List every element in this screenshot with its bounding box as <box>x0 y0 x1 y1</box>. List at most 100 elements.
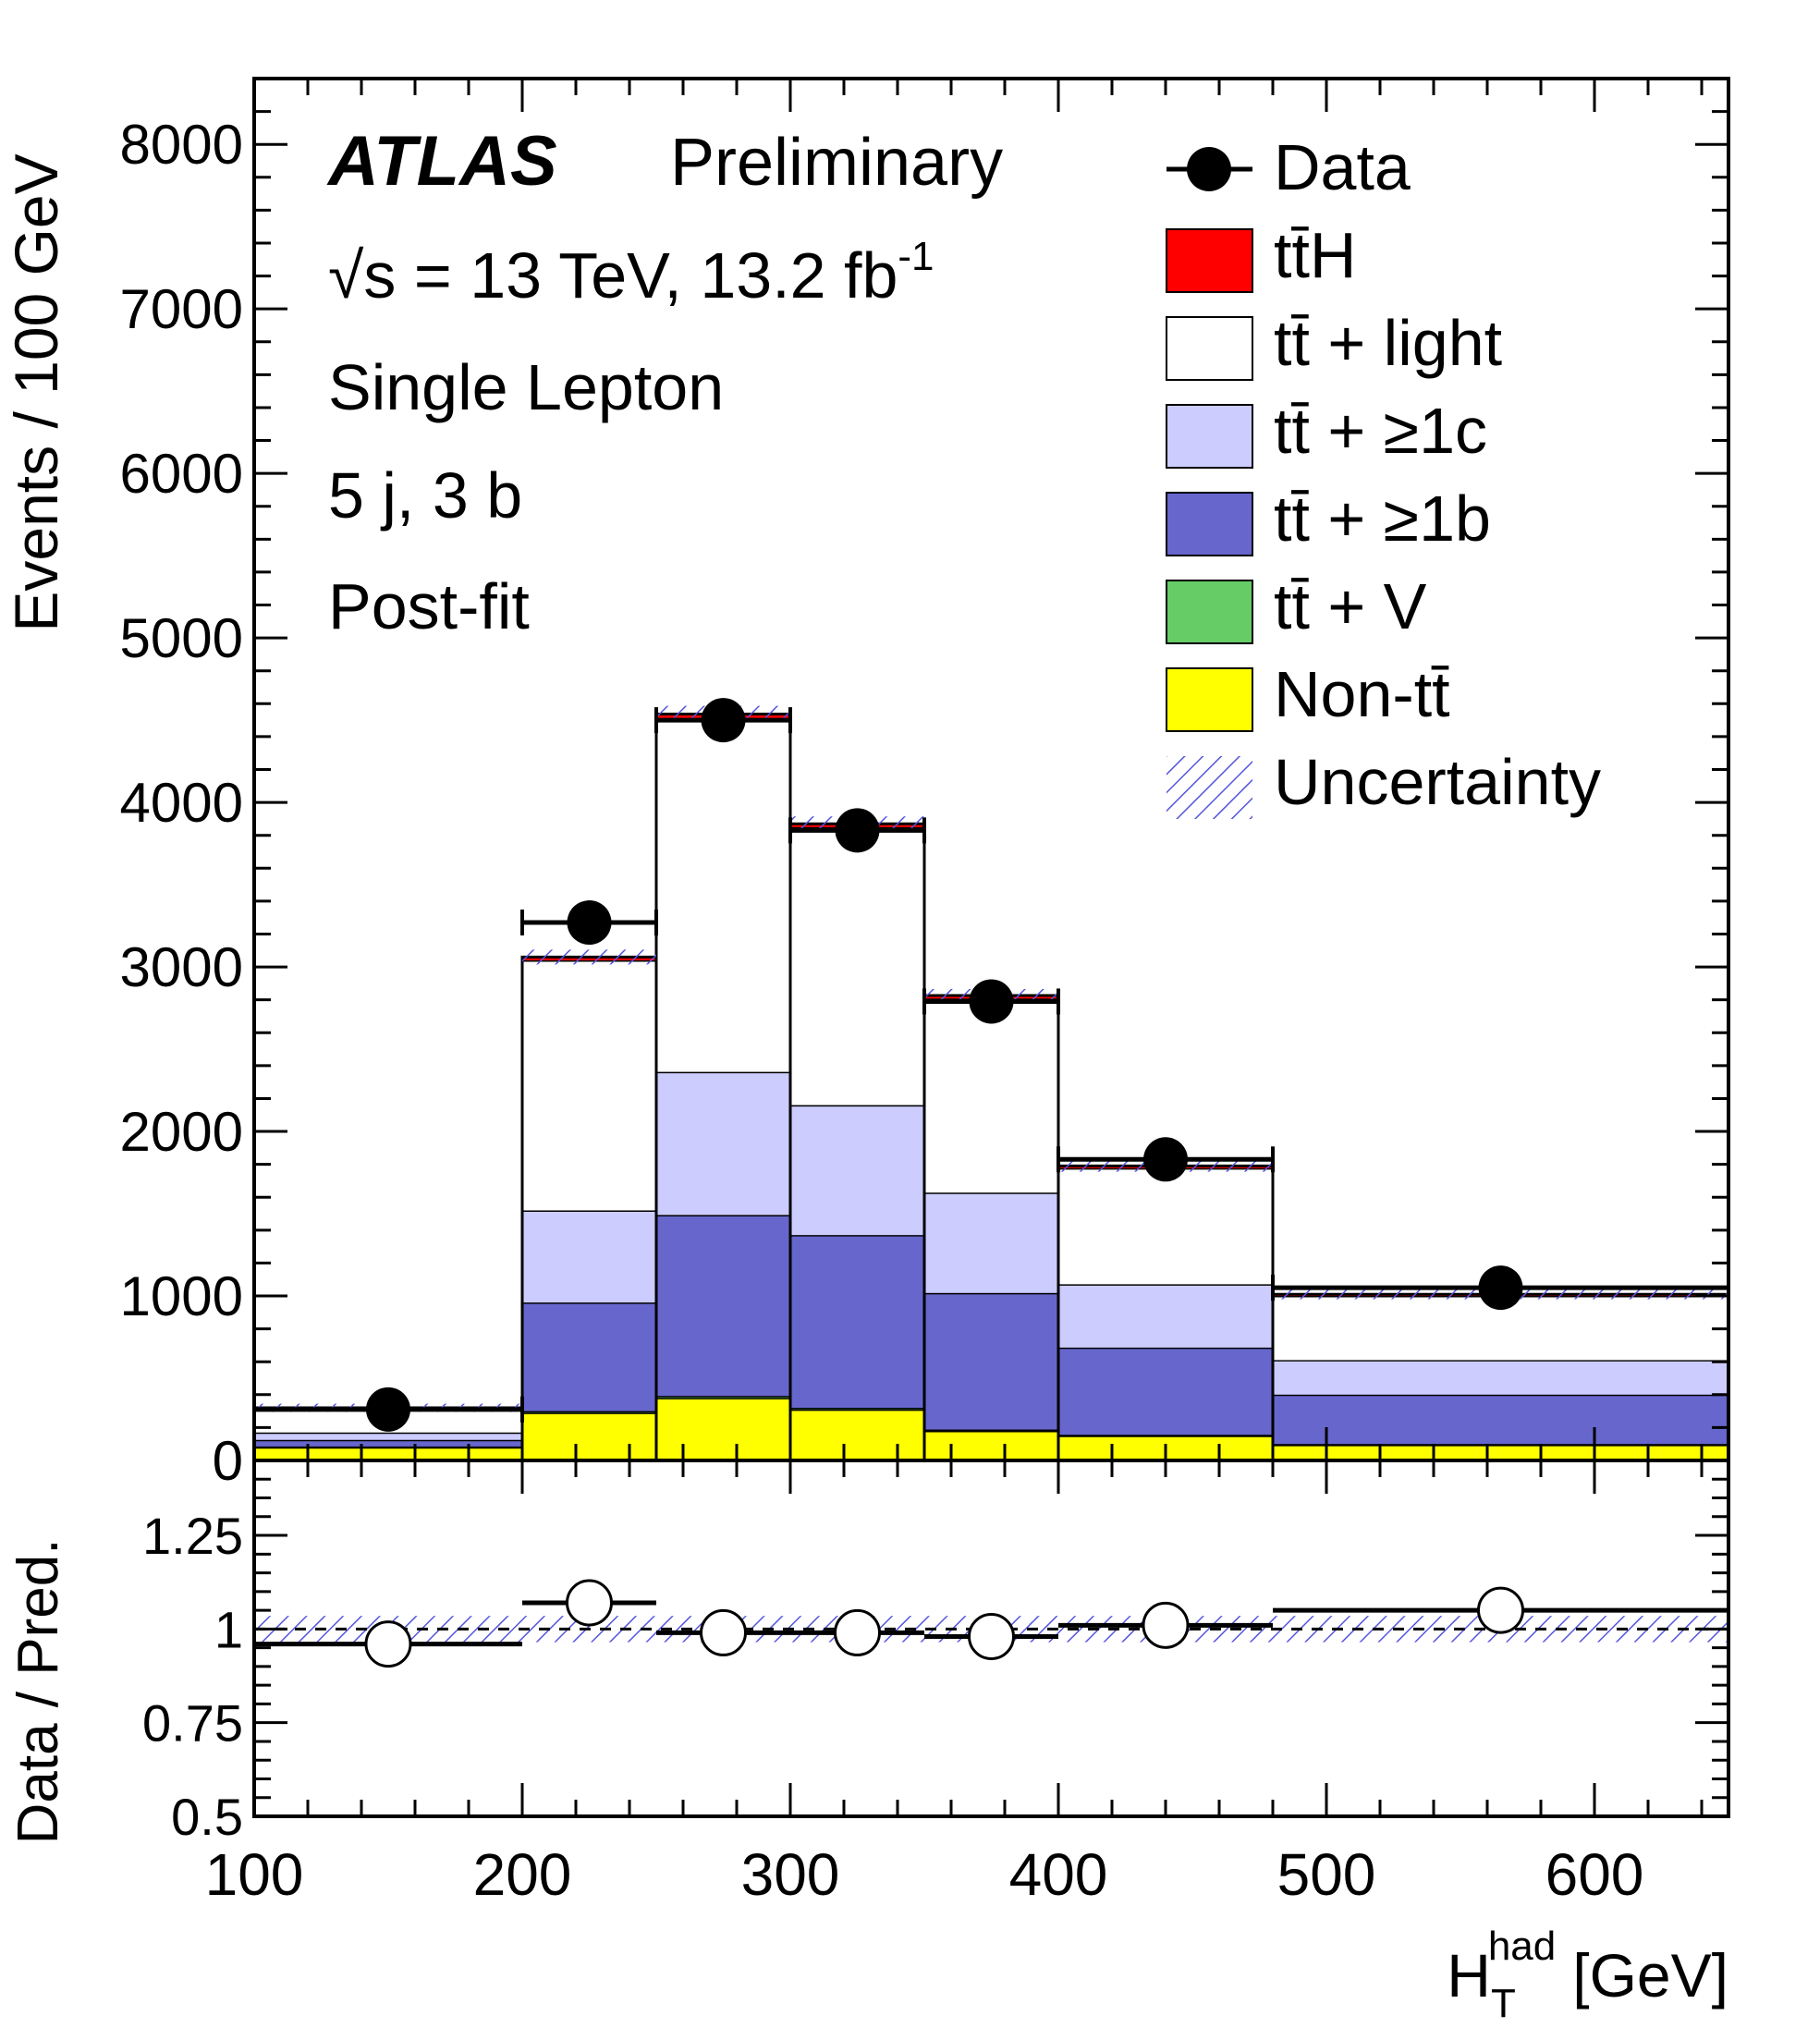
data-layer <box>252 698 1730 1432</box>
stack-bar-4-3 <box>790 826 924 1106</box>
ratio-y-axis-title: Data / Pred. <box>6 1539 70 1845</box>
xtick-label-200: 200 <box>473 1841 572 1908</box>
stack-bar-2-2 <box>656 1215 790 1397</box>
data-point-3 <box>835 808 880 853</box>
xtick-label-100: 100 <box>205 1841 304 1908</box>
atlas-logo: ATLAS <box>326 122 557 201</box>
ytick-label-6000: 6000 <box>120 443 243 505</box>
legend-nontt-swatch <box>1166 667 1253 732</box>
ratio-ytick-label-3: 1.25 <box>142 1507 243 1565</box>
ytick-label-2000: 2000 <box>120 1101 243 1163</box>
xtick-label-300: 300 <box>741 1841 840 1908</box>
stack-bar-4-1 <box>522 959 656 1211</box>
stack-bar-2-1 <box>522 1302 656 1411</box>
fit-label: Post-fit <box>328 570 530 642</box>
ytick-label-5000: 5000 <box>120 607 243 669</box>
ytick-label-1000: 1000 <box>120 1265 243 1327</box>
stack-bar-4-4 <box>924 998 1058 1193</box>
legend-uncertainty-label: Uncertainty <box>1274 746 1601 818</box>
ratio-point-2 <box>700 1608 747 1656</box>
x-axis-title: HThad [GeV] <box>1447 1924 1728 2026</box>
ratio-ytick-label-2: 1 <box>214 1600 243 1658</box>
data-point-6 <box>1478 1265 1523 1311</box>
ratio-point-5 <box>1142 1601 1190 1649</box>
legend-ttlight-label: tt̄ + light <box>1274 307 1502 379</box>
stack-bar-0-3 <box>790 1409 924 1460</box>
stack-bar-0-1 <box>522 1412 656 1460</box>
data-point-1 <box>567 900 612 946</box>
stack-bar-2-0 <box>254 1439 522 1447</box>
xtick-label-600: 600 <box>1545 1841 1644 1908</box>
stack-bar-2-4 <box>924 1292 1058 1430</box>
stack-bar-3-2 <box>656 1071 790 1216</box>
data-point-0 <box>366 1387 410 1432</box>
ratio-ytick-label-0: 0.5 <box>171 1788 243 1846</box>
channel-label: Single Lepton <box>328 351 724 423</box>
uncertainty-band-1 <box>522 949 656 965</box>
main-panel: 0 1000 2000 3000 4000 5000 6000 7000 8000 <box>120 77 1730 1492</box>
ytick-label-3000: 3000 <box>120 936 243 998</box>
ratio-point-0 <box>364 1620 412 1668</box>
stack-bar-3-5 <box>1058 1284 1273 1348</box>
xtick-label-400: 400 <box>1009 1841 1108 1908</box>
stack-bar-0-2 <box>656 1398 790 1460</box>
data-point-4 <box>969 979 1014 1024</box>
stack-bar-4-2 <box>656 717 790 1072</box>
legend-ttc-label: tt̄ + ≥1c <box>1274 395 1487 467</box>
stack-bar-3-6 <box>1273 1360 1728 1395</box>
annotations: ATLAS Preliminary √s = 13 TeV, 13.2 fb-1… <box>326 122 1003 642</box>
stack-bar-3-1 <box>522 1210 656 1303</box>
x-axis-title-unit: [GeV] <box>1572 1941 1728 2010</box>
ratio-points <box>254 1579 1728 1668</box>
ratio-panel: 0.5 0.75 1 1.25 <box>142 1459 1730 1846</box>
legend-ttv-label: tt̄ + V <box>1274 570 1427 642</box>
ytick-label-0: 0 <box>213 1430 243 1492</box>
stack-bar-2-5 <box>1058 1347 1273 1435</box>
stack-bar-0-6 <box>1273 1445 1728 1460</box>
legend-tth-swatch <box>1166 228 1253 293</box>
legend-uncertainty-swatch <box>1167 756 1252 819</box>
legend-ttlight-swatch <box>1166 316 1253 381</box>
data-point-2 <box>701 698 746 743</box>
ratio-point-1 <box>566 1579 613 1627</box>
stack-bar-3-4 <box>924 1192 1058 1293</box>
xtick-label-500: 500 <box>1277 1841 1376 1908</box>
legend-data-marker <box>1187 147 1231 191</box>
status-label: Preliminary <box>670 126 1003 200</box>
legend-data-label: Data <box>1274 131 1411 203</box>
legend: Data tt̄H tt̄ + light tt̄ + ≥1c tt̄ + ≥1… <box>1166 131 1601 819</box>
stack-bar-0-4 <box>924 1430 1058 1460</box>
ratio-axis-ticks <box>252 1460 1728 1818</box>
main-axis-ticks <box>252 77 1728 1462</box>
y-tick-labels: 0 1000 2000 3000 4000 5000 6000 7000 8000 <box>120 114 243 1492</box>
ratio-point-3 <box>834 1608 881 1656</box>
energy-sup: -1 <box>898 234 934 279</box>
legend-nontt-label: Non-tt̄ <box>1274 658 1450 730</box>
stack-bar-0-0 <box>254 1447 522 1460</box>
legend-ttv-swatch <box>1166 580 1253 644</box>
stack-outline-1 <box>254 1394 1728 1448</box>
stack-bar-4-5 <box>1058 1167 1273 1285</box>
legend-ttc-swatch <box>1166 404 1253 469</box>
ratio-ytick-label-1: 0.75 <box>142 1694 243 1753</box>
y-axis-title: Events / 100 GeV <box>2 153 70 631</box>
ytick-label-4000: 4000 <box>120 772 243 834</box>
ytick-label-7000: 7000 <box>120 278 243 340</box>
x-axis-title-sup: had <box>1488 1924 1556 1969</box>
x-axis-title-main: H <box>1447 1941 1491 2010</box>
data-point-5 <box>1143 1137 1188 1182</box>
ytick-label-8000: 8000 <box>120 114 243 176</box>
energy-label: √s = 13 TeV, 13.2 fb-1 <box>328 234 934 312</box>
stack-bar-3-3 <box>790 1105 924 1236</box>
energy-text: √s = 13 TeV, 13.2 fb <box>328 239 898 312</box>
ratio-point-4 <box>968 1612 1015 1660</box>
legend-tth-label: tt̄H <box>1274 219 1356 291</box>
x-tick-labels: 100 200 300 400 500 600 <box>205 1841 1644 1908</box>
ratio-point-6 <box>1477 1586 1524 1634</box>
legend-ttb-swatch <box>1166 492 1253 556</box>
ratio-frame <box>252 1459 1730 1818</box>
ratio-y-tick-labels: 0.5 0.75 1 1.25 <box>142 1507 243 1846</box>
stack-bar-3-0 <box>254 1432 522 1440</box>
stack-bar-2-3 <box>790 1235 924 1409</box>
